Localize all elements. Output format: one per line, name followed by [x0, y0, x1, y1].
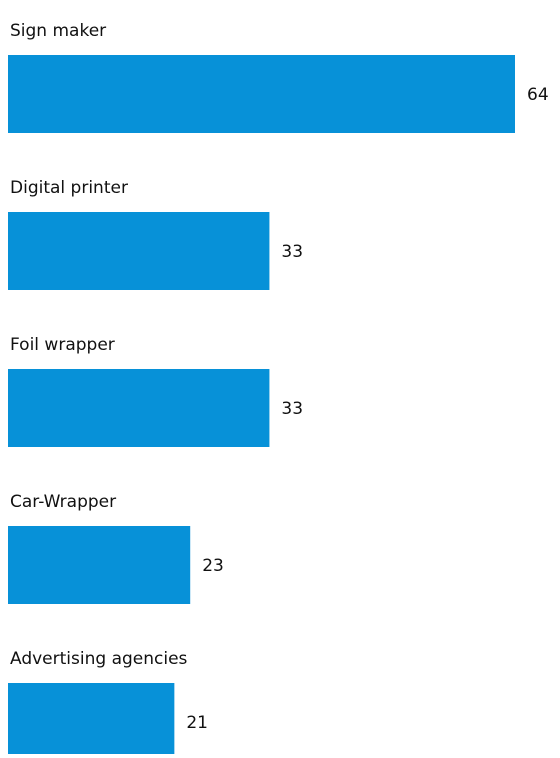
bar-sign-maker [8, 55, 515, 133]
category-label-foil-wrapper: Foil wrapper [10, 335, 115, 355]
value-label-digital-printer: 33 [281, 242, 303, 262]
bar-car-wrapper [8, 526, 191, 604]
category-label-sign-maker: Sign maker [10, 21, 106, 41]
category-label-car-wrapper: Car-Wrapper [10, 492, 116, 512]
category-label-digital-printer: Digital printer [10, 178, 128, 198]
value-label-car-wrapper: 23 [202, 556, 224, 576]
bar-digital-printer [8, 212, 270, 290]
value-label-advertising-agencies: 21 [186, 713, 208, 733]
category-label-advertising-agencies: Advertising agencies [10, 649, 188, 669]
bar-advertising-agencies [8, 683, 175, 758]
value-label-foil-wrapper: 33 [281, 399, 303, 419]
value-label-sign-maker: 64 [527, 85, 549, 105]
bar-foil-wrapper [8, 369, 270, 447]
